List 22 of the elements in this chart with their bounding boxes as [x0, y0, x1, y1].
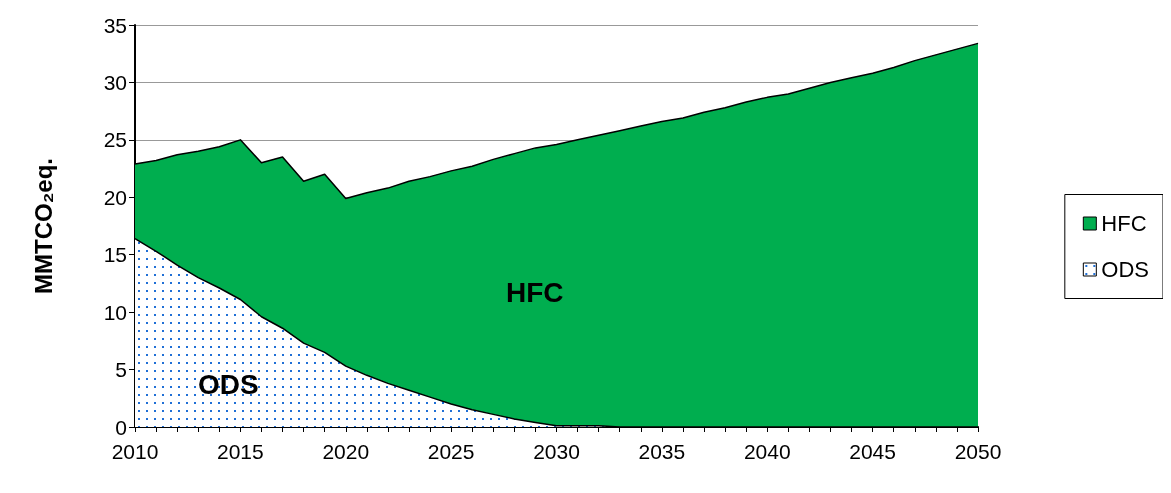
- legend-label: ODS: [1101, 257, 1150, 282]
- y-tick-label: 35: [103, 13, 127, 37]
- y-tick-label: 0: [115, 415, 127, 439]
- x-tick-label: 2030: [533, 440, 580, 463]
- x-tick-label: 2025: [427, 440, 475, 463]
- annotation: ODS: [198, 368, 259, 400]
- y-tick-label: 30: [103, 70, 127, 94]
- y-tick-label: 10: [103, 300, 127, 324]
- x-tick-label: 2040: [743, 440, 791, 463]
- annotation: HFC: [506, 276, 564, 308]
- y-tick-label: 20: [103, 185, 127, 209]
- x-tick-label: 2015: [217, 440, 264, 463]
- x-tick-label: 2020: [322, 440, 370, 463]
- y-tick-label: 25: [103, 128, 127, 152]
- y-axis-title: MMTCO₂eq.: [29, 158, 57, 294]
- y-tick-label: 5: [115, 358, 127, 382]
- x-tick-label: 2010: [111, 440, 159, 463]
- x-tick-label: 2050: [954, 440, 1002, 463]
- x-tick-label: 2035: [638, 440, 686, 463]
- x-tick-label: 2045: [849, 440, 896, 463]
- y-tick-label: 15: [103, 243, 127, 267]
- legend-label: HFC: [1101, 211, 1147, 236]
